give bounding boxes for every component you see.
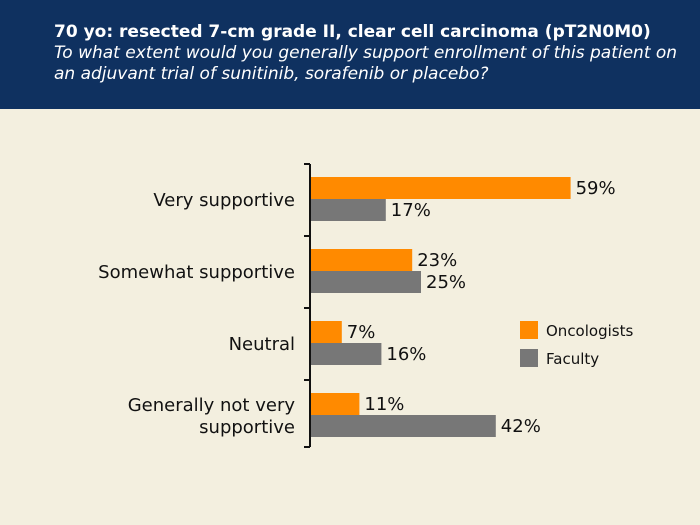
bar-oncologists <box>311 393 360 415</box>
value-label: 23% <box>417 250 457 271</box>
slide-question: To what extent would you generally suppo… <box>54 43 678 84</box>
bar-oncologists <box>311 177 571 199</box>
category-label: Very supportive <box>153 190 295 211</box>
legend-label: Faculty <box>546 350 599 368</box>
value-label: 11% <box>364 394 404 415</box>
category-label: Somewhat supportive <box>98 262 295 283</box>
value-label: 25% <box>426 272 466 293</box>
legend-swatch-oncologists <box>520 321 538 339</box>
slide-header: 70 yo: resected 7-cm grade II, clear cel… <box>0 0 700 109</box>
value-label: 7% <box>347 322 376 343</box>
value-label: 59% <box>576 178 616 199</box>
category-label: Neutral <box>229 334 295 355</box>
bar-faculty <box>311 415 496 437</box>
bar-oncologists <box>311 249 413 271</box>
value-label: 16% <box>386 344 426 365</box>
value-label: 17% <box>391 200 431 221</box>
bar-faculty <box>311 343 382 365</box>
legend-swatch-faculty <box>520 349 538 367</box>
category-label: Generally not very <box>128 395 296 416</box>
bar-faculty <box>311 199 386 221</box>
bar-oncologists <box>311 321 342 343</box>
value-label: 42% <box>501 416 541 437</box>
slide-title: 70 yo: resected 7-cm grade II, clear cel… <box>54 22 651 42</box>
legend-label: Oncologists <box>546 322 633 340</box>
category-label: supportive <box>199 417 295 438</box>
bar-faculty <box>311 271 421 293</box>
